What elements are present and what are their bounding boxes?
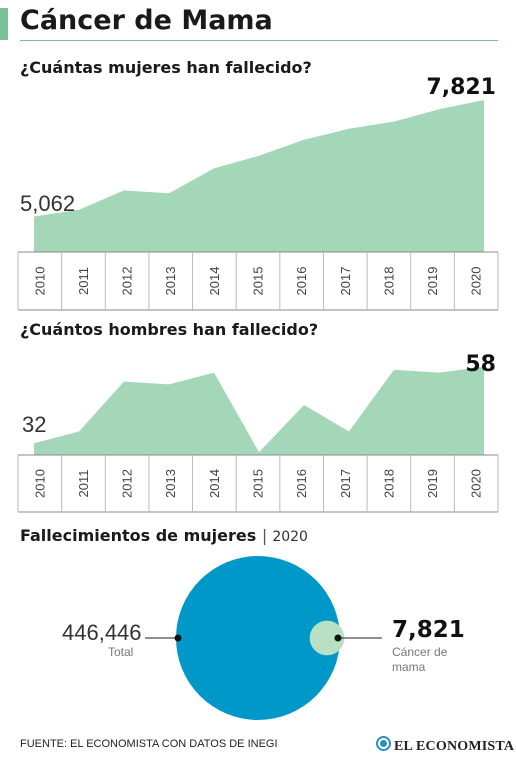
x-tick-label: 2013: [163, 469, 178, 498]
x-tick-label: 2014: [207, 267, 222, 296]
x-tick-label: 2016: [294, 267, 309, 296]
page-title: Cáncer de Mama: [20, 5, 273, 36]
pie-chart-title: Fallecimientos de mujeres | 2020: [20, 526, 308, 545]
area-series-1: [34, 366, 484, 455]
end-value-label: 7,821: [426, 75, 496, 100]
men-chart-title: ¿Cuántos hombres han fallecido?: [20, 320, 319, 339]
logo-icon: [376, 736, 391, 751]
x-tick-label: 2015: [251, 267, 266, 296]
x-tick-label: 2011: [76, 267, 91, 295]
x-tick-label: 2020: [469, 267, 484, 296]
breast-cancer-circle: [309, 620, 345, 656]
x-tick-label: 2014: [207, 469, 222, 498]
men-area-chart: 2010 2011 2012 2013 2014 2015 2016 2017 2018 2019…: [17, 352, 499, 513]
logo-text: EL ECONOMISTA: [394, 739, 515, 754]
x-tick-label: 2010: [32, 267, 47, 296]
area-series-0: [34, 100, 484, 252]
pie-title-separator: |: [261, 526, 273, 545]
x-tick-label: 2012: [120, 267, 135, 296]
x-tick-label: 2019: [425, 267, 440, 296]
end-value-label: 58: [465, 352, 496, 377]
x-tick-label: 2018: [381, 469, 396, 498]
x-tick-label: 2011: [76, 470, 91, 498]
publisher-logo: EL ECONOMISTA: [376, 735, 514, 755]
source-note: FUENTE: EL ECONOMISTA CON DATOS DE INEGI: [20, 738, 278, 750]
deaths-circle-chart: [145, 556, 382, 720]
cancer-leader-dot: [334, 634, 342, 642]
x-tick-label: 2013: [163, 267, 178, 296]
x-tick-label: 2010: [32, 469, 47, 498]
x-tick-label: 2017: [338, 469, 353, 498]
women-area-chart: 2010 2011 2012 2013 2014 2015 2016 2017 2018 2019…: [17, 75, 499, 311]
start-value-label: 32: [22, 412, 46, 437]
total-value: 446,446: [62, 620, 142, 645]
x-tick-label: 2012: [120, 469, 135, 498]
header-accent-bar: [0, 8, 8, 40]
breast-cancer-value: 7,821: [392, 617, 465, 643]
women-chart-title: ¿Cuántas mujeres han fallecido?: [20, 58, 312, 77]
x-tick-label: 2017: [338, 267, 353, 296]
pie-title-text: Fallecimientos de mujeres: [20, 526, 257, 545]
x-tick-label: 2018: [381, 267, 396, 296]
total-circle: [176, 556, 340, 720]
breast-cancer-label: Cáncer de mama: [392, 645, 448, 674]
x-tick-label: 2015: [251, 469, 266, 498]
start-value-label: 5,062: [20, 191, 75, 216]
total-label: Total: [108, 645, 134, 659]
pie-year: 2020: [272, 529, 308, 545]
x-tick-label: 2019: [425, 469, 440, 498]
x-tick-label: 2020: [469, 469, 484, 498]
total-leader-dot: [174, 634, 182, 642]
title-divider: [20, 40, 498, 41]
x-tick-label: 2016: [294, 469, 309, 498]
